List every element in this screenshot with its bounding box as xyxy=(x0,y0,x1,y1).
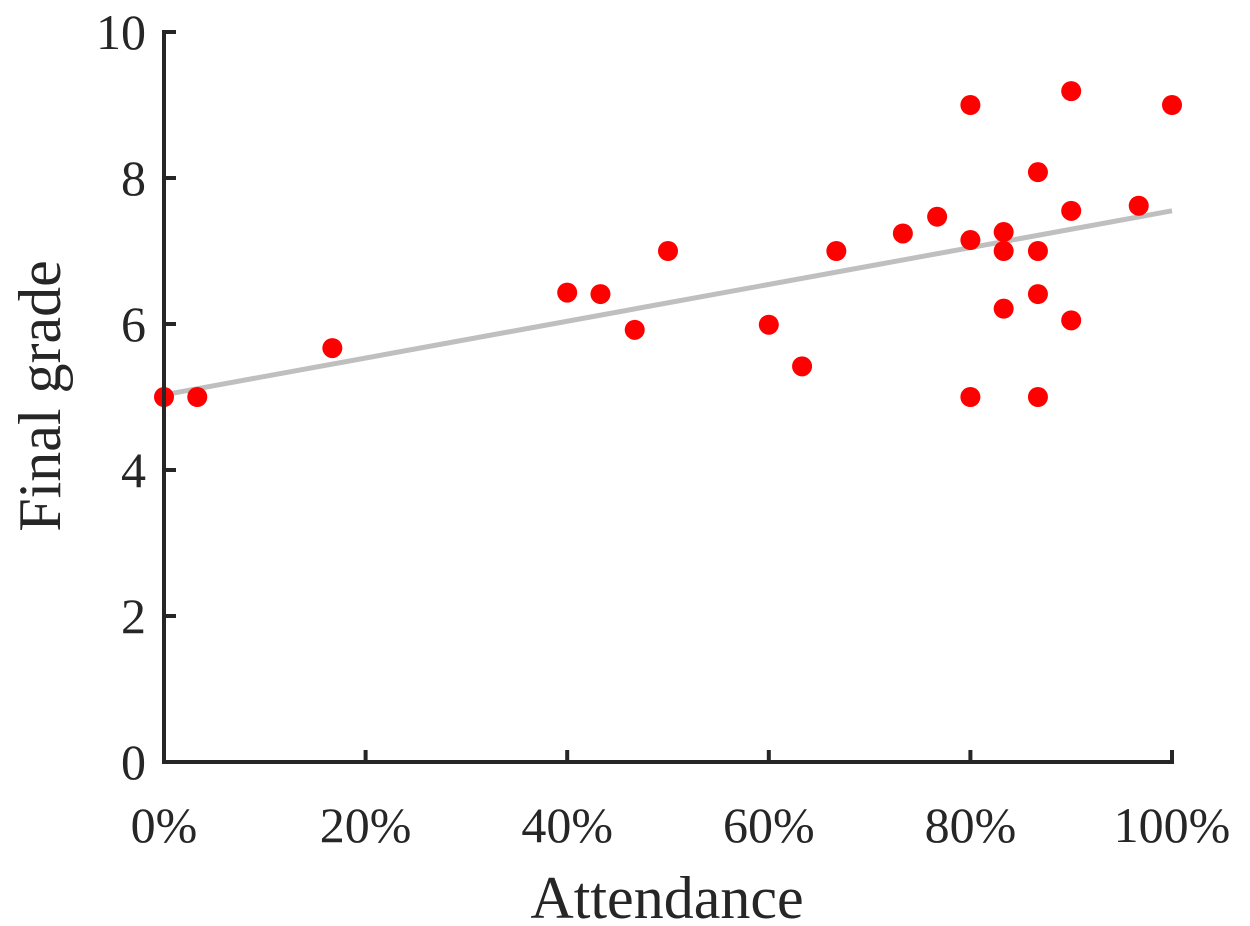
data-point-22 xyxy=(1061,81,1082,102)
axes-layer xyxy=(162,30,1174,764)
data-point-10 xyxy=(892,223,913,244)
data-point-7 xyxy=(758,314,779,335)
points-layer xyxy=(154,81,1182,407)
x-tick-label-3: 60% xyxy=(723,797,815,853)
data-point-13 xyxy=(960,230,981,251)
data-point-5 xyxy=(624,319,645,340)
x-tick-label-1: 20% xyxy=(320,797,412,853)
data-point-23 xyxy=(1061,200,1082,221)
trend-line xyxy=(163,208,1173,398)
data-point-4 xyxy=(590,284,611,305)
data-point-8 xyxy=(792,356,813,377)
data-point-17 xyxy=(993,298,1014,319)
data-point-20 xyxy=(1027,284,1048,305)
data-point-3 xyxy=(557,282,578,303)
tick-labels-layer: 0% 20% 40% 60% 80% 100% 0 2 4 6 8 10 xyxy=(96,4,1230,853)
y-tick-label-1: 2 xyxy=(121,588,146,644)
y-tick-label-0: 0 xyxy=(121,734,146,790)
x-tick-label-2: 40% xyxy=(521,797,613,853)
data-point-15 xyxy=(993,222,1014,243)
data-point-26 xyxy=(1162,95,1182,115)
data-point-25 xyxy=(1128,195,1149,216)
y-axis-title: Final grade xyxy=(7,260,73,532)
trend-layer xyxy=(163,208,1173,398)
data-point-18 xyxy=(1027,162,1048,183)
x-tick-label-5: 100% xyxy=(1114,797,1231,853)
data-point-24 xyxy=(1061,310,1082,331)
y-tick-label-2: 4 xyxy=(121,442,146,498)
data-point-2 xyxy=(322,338,343,359)
data-point-14 xyxy=(960,387,981,407)
data-point-1 xyxy=(187,387,208,407)
data-point-12 xyxy=(960,95,981,115)
data-point-21 xyxy=(1027,387,1048,407)
y-tick-label-4: 8 xyxy=(121,150,146,206)
data-point-11 xyxy=(927,206,948,227)
x-axis-title: Attendance xyxy=(530,865,803,926)
x-tick-label-0: 0% xyxy=(131,797,198,853)
data-point-9 xyxy=(826,241,847,261)
y-tick-label-3: 6 xyxy=(121,296,146,352)
data-point-6 xyxy=(658,241,678,261)
x-tick-label-4: 80% xyxy=(925,797,1017,853)
y-tick-label-5: 10 xyxy=(96,4,146,60)
data-point-16 xyxy=(993,241,1014,261)
data-point-19 xyxy=(1027,241,1048,261)
